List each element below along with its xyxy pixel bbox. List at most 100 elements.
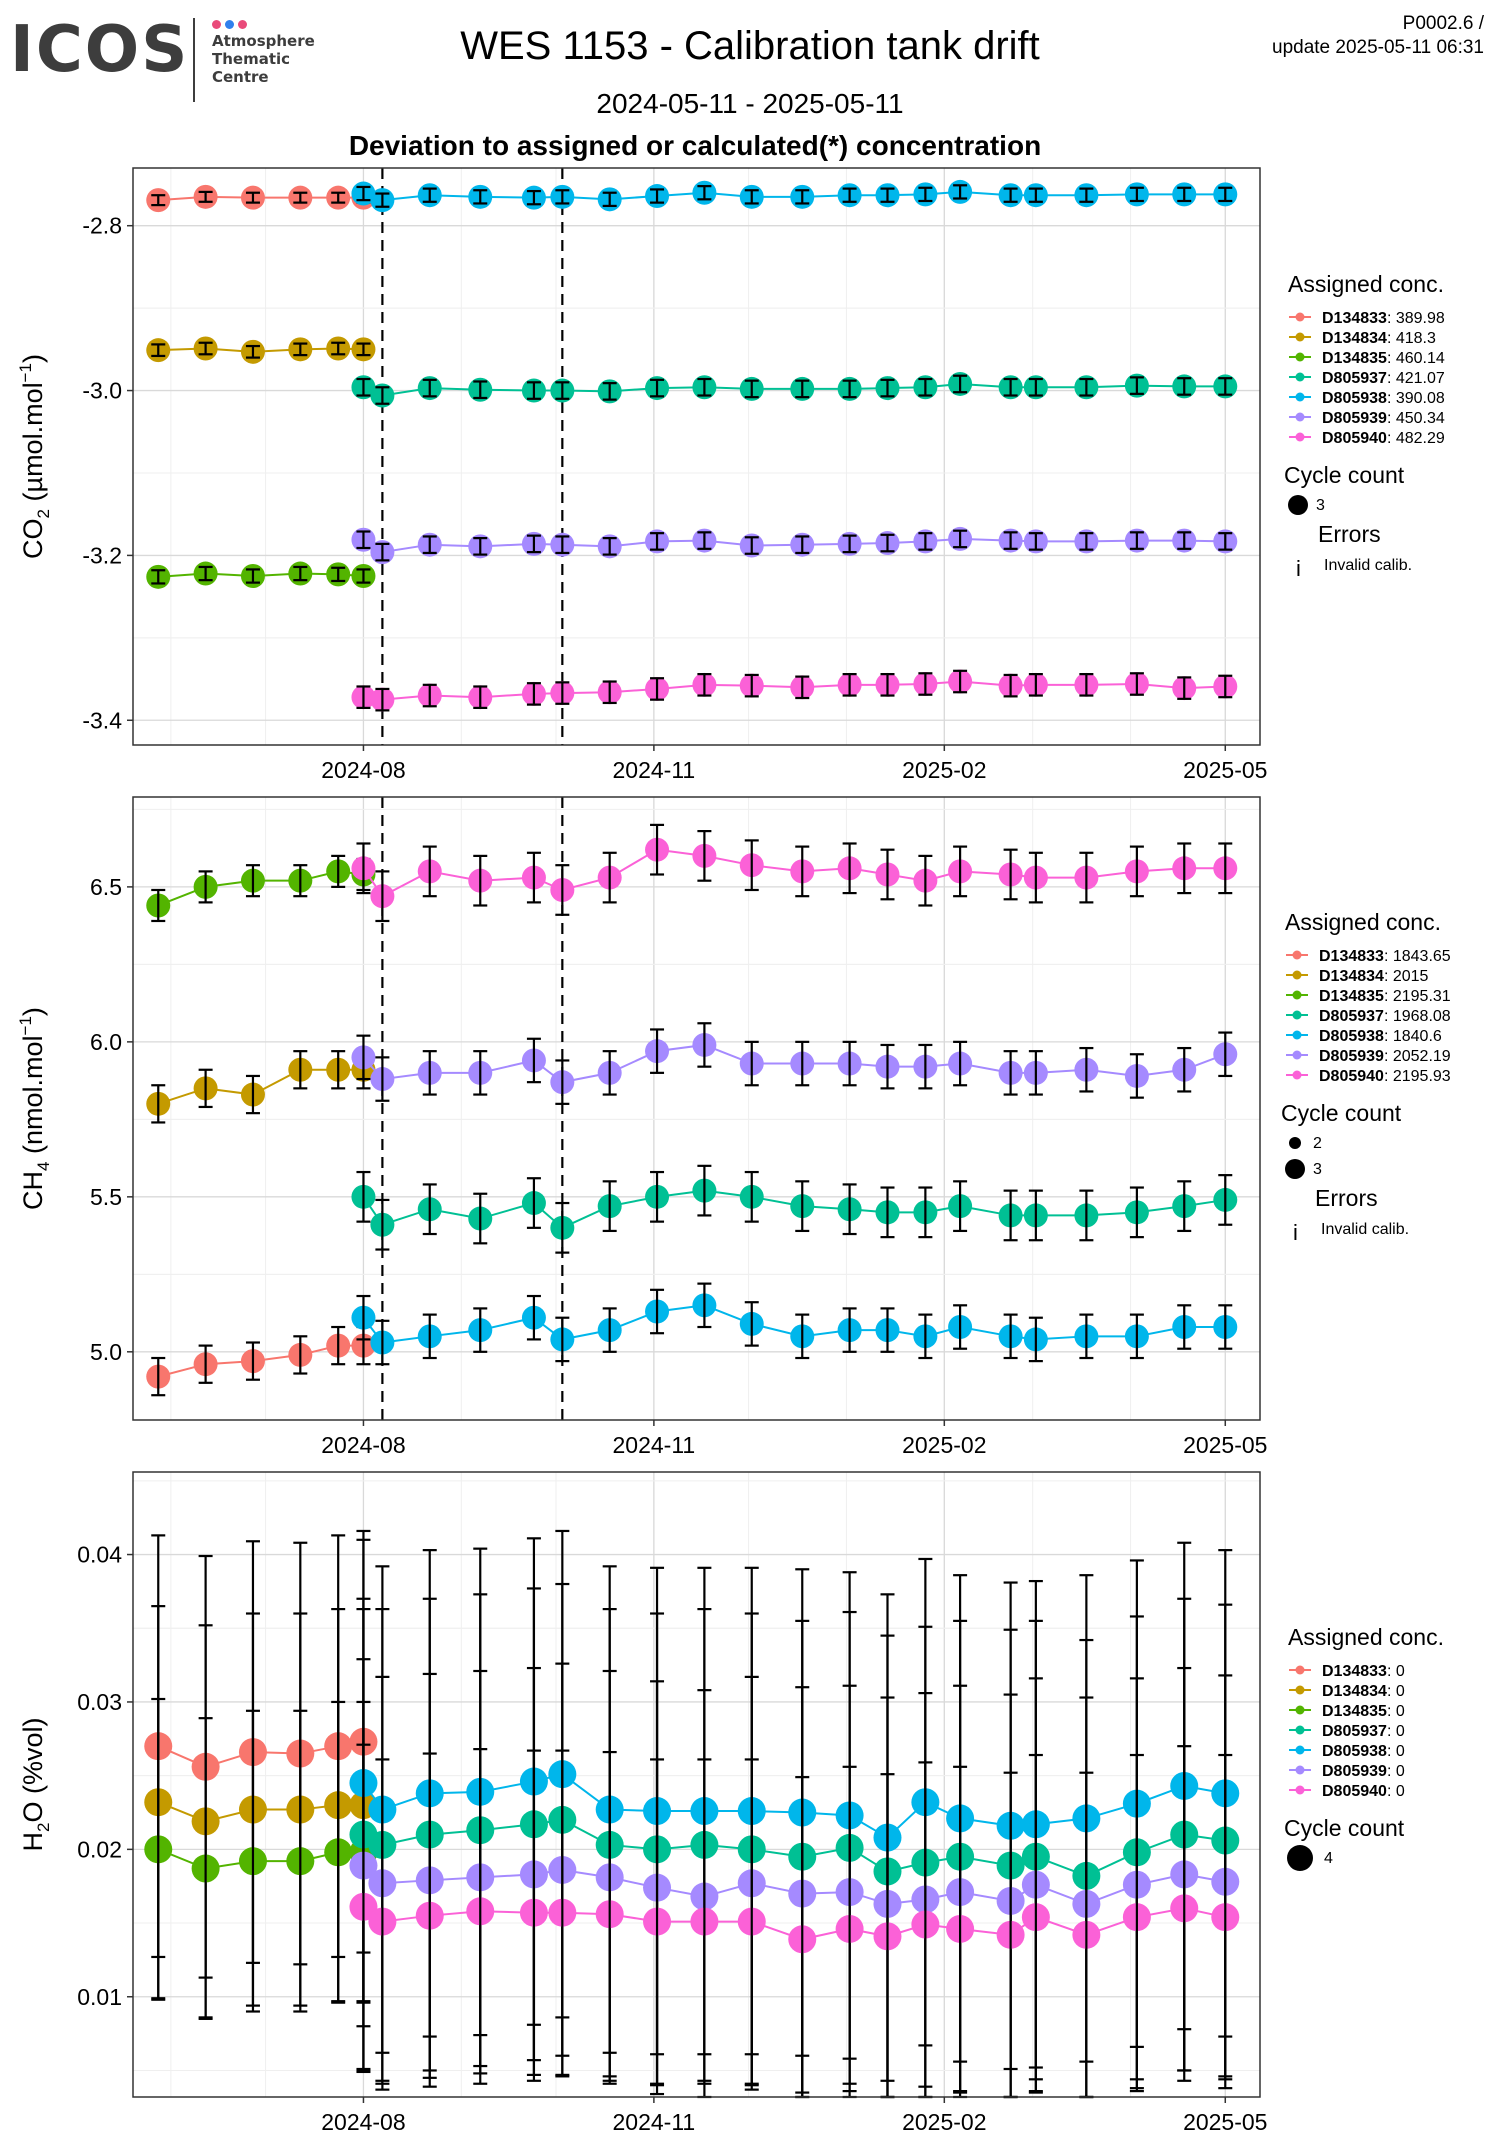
error-bar xyxy=(356,1294,371,1341)
error-bar xyxy=(422,187,437,203)
legend-tank-id: D805939 xyxy=(1322,410,1387,427)
error-bar xyxy=(526,851,541,904)
legend-error-symbol: i xyxy=(1296,556,1301,581)
error-bar xyxy=(331,1050,346,1090)
error-bar xyxy=(1028,851,1043,904)
series-d134835 xyxy=(146,854,376,923)
series-d134834 xyxy=(146,1050,376,1124)
y-axis-label-part: CH xyxy=(18,1171,48,1210)
error-bar xyxy=(375,1319,390,1366)
error-bar xyxy=(198,1717,213,2020)
error-bar xyxy=(602,1307,617,1353)
logo-dot xyxy=(238,20,247,29)
error-bar xyxy=(1129,672,1144,696)
legend-cycle-title: Cycle count xyxy=(1281,1100,1402,1126)
error-bar xyxy=(1177,377,1192,396)
legend-tank-value: : 482.29 xyxy=(1387,430,1445,447)
error-bar xyxy=(422,378,437,398)
legend-key-point xyxy=(1295,312,1305,322)
error-bar xyxy=(1003,1189,1018,1242)
legend-entry: D134835: 2195.31 xyxy=(1319,988,1451,1005)
legend-entry: D134834: 0 xyxy=(1322,1683,1405,1700)
legend-tank-id: D805937 xyxy=(1319,1008,1384,1025)
legend-title: Assigned conc. xyxy=(1288,1624,1444,1650)
error-bar xyxy=(473,189,488,205)
error-bar xyxy=(1079,1046,1094,1093)
error-bar xyxy=(1177,1180,1192,1233)
error-bar xyxy=(151,1697,166,2001)
legend-tank-id: D805937 xyxy=(1322,1723,1387,1740)
legend-key-point xyxy=(1295,1705,1305,1715)
error-bar xyxy=(555,1316,570,1363)
legend-cycle-point xyxy=(1285,1159,1305,1179)
legend-key-point xyxy=(1295,392,1305,402)
error-bar xyxy=(1028,1753,1043,2081)
logo-divider xyxy=(193,18,195,102)
error-bar xyxy=(526,534,541,554)
error-bar xyxy=(795,189,810,205)
error-bar xyxy=(602,851,617,904)
error-bar xyxy=(422,1313,437,1360)
error-bar xyxy=(422,845,437,898)
y-axis-label: CO2 (µmol.mol−1) xyxy=(16,354,53,559)
error-bar xyxy=(918,186,933,203)
date-range: 2024-05-11 - 2025-05-11 xyxy=(596,88,904,119)
y-tick-label: 0.01 xyxy=(77,1984,122,2010)
legend-title: Assigned conc. xyxy=(1285,909,1441,935)
error-bar xyxy=(842,187,857,203)
error-bar xyxy=(880,848,895,901)
error-bar xyxy=(356,342,371,357)
y-tick-label: 6.5 xyxy=(90,874,122,900)
error-bar xyxy=(245,1341,260,1381)
error-bar xyxy=(151,888,166,923)
error-bar xyxy=(697,673,712,697)
legend-entry: D805939: 450.34 xyxy=(1322,410,1445,427)
legend-cycle-label: 2 xyxy=(1313,1135,1322,1152)
error-bar xyxy=(331,1325,346,1366)
error-bar xyxy=(1218,1304,1233,1350)
error-bar xyxy=(918,1186,933,1239)
legend-key-point xyxy=(1292,1050,1302,1060)
error-bar xyxy=(375,1056,390,1102)
error-bar xyxy=(356,685,371,710)
error-bar xyxy=(1028,1189,1043,1242)
error-bar xyxy=(473,1192,488,1245)
legend-tank-id: D805938 xyxy=(1322,1743,1387,1760)
chart-heading: Deviation to assigned or calculated(*) c… xyxy=(348,130,1042,161)
x-tick-label: 2025-02 xyxy=(902,757,986,783)
legend-tank-value: : 2195.93 xyxy=(1384,1068,1451,1085)
y-tick-label: -3.0 xyxy=(82,378,122,404)
error-bar xyxy=(744,1170,759,1223)
error-bar xyxy=(842,1307,857,1353)
error-bar xyxy=(526,1177,541,1229)
error-bar xyxy=(1028,187,1043,203)
legend-key-point xyxy=(1295,1725,1305,1735)
y-tick-label: 0.04 xyxy=(77,1542,122,1568)
legend-tank-value: : 2195.31 xyxy=(1384,988,1451,1005)
error-bar xyxy=(1129,376,1144,395)
legend-entry: D805939: 0 xyxy=(1322,1763,1405,1780)
error-bar xyxy=(650,378,665,398)
legend-tank-id: D805940 xyxy=(1322,1783,1387,1800)
error-bar xyxy=(1129,1053,1144,1099)
logo-subtitle: Atmosphere Thematic Centre xyxy=(212,32,315,86)
error-bar xyxy=(650,188,665,204)
error-bar xyxy=(1003,1050,1018,1096)
error-bar xyxy=(918,1043,933,1090)
error-bar xyxy=(953,529,968,549)
legend-key-point xyxy=(1292,1010,1302,1020)
error-bar xyxy=(293,342,308,357)
panel-frame xyxy=(132,1471,1261,2098)
error-bar xyxy=(697,1282,712,1329)
error-bar xyxy=(198,190,213,203)
update-label: update 2025-05-11 06:31 xyxy=(1272,37,1484,58)
error-bar xyxy=(151,1084,166,1124)
y-axis-label-part: 4 xyxy=(34,1161,53,1170)
panel-frame xyxy=(132,796,1261,1421)
legend-key-point xyxy=(1295,1785,1305,1795)
error-bar xyxy=(953,1304,968,1350)
error-bar xyxy=(555,1201,570,1254)
legend-entry: D134834: 418.3 xyxy=(1322,330,1436,347)
error-bar xyxy=(918,532,933,551)
error-bar xyxy=(198,565,213,582)
